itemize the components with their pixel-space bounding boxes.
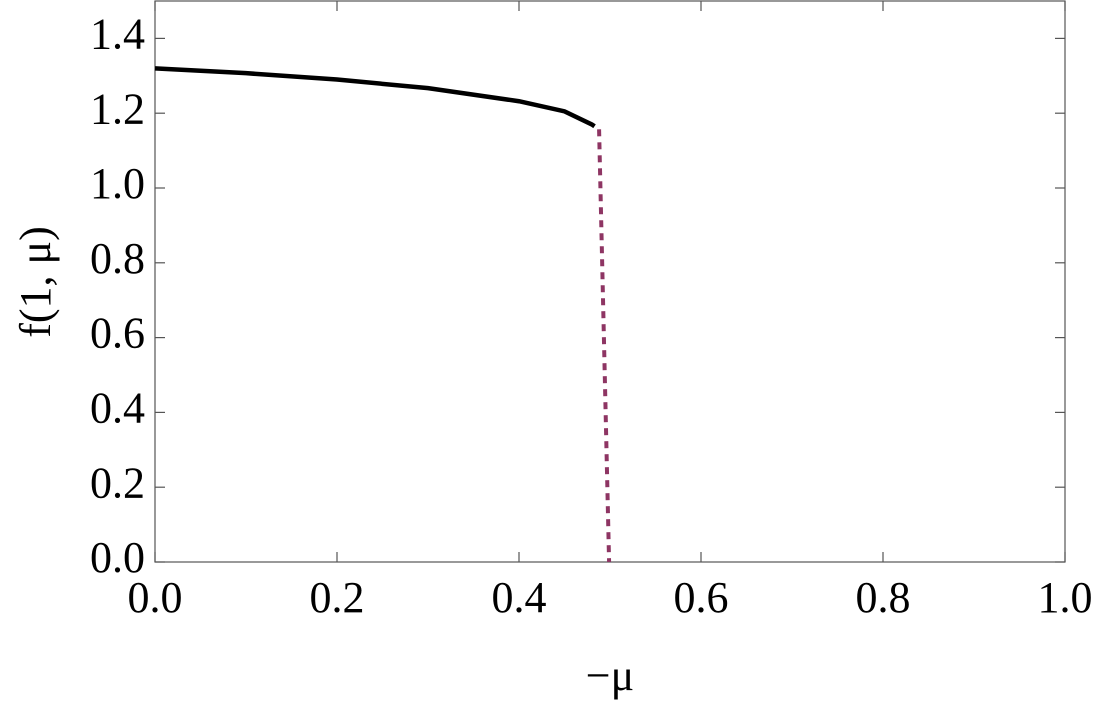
x-tick-label: 0.6 xyxy=(674,573,729,622)
line xyxy=(154,66,596,129)
line xyxy=(597,129,612,563)
x-tick-label: 1.0 xyxy=(1038,573,1093,622)
plot-frame xyxy=(154,0,1066,563)
y-tick-label: 1.4 xyxy=(90,9,145,58)
x-axis-label: −μ xyxy=(586,651,634,700)
y-tick-label: 1.0 xyxy=(90,159,145,208)
y-tick-label: 0.0 xyxy=(90,533,145,582)
y-axis-label: f(1, μ) xyxy=(11,226,60,338)
y-tick-label: 1.2 xyxy=(90,84,145,133)
y-tick-label: 0.6 xyxy=(90,309,145,358)
x-tick-label: 0.2 xyxy=(310,573,365,622)
x-tick-label: 0.4 xyxy=(492,573,547,622)
y-tick-label: 0.8 xyxy=(90,234,145,283)
x-tick-label: 0.8 xyxy=(856,573,911,622)
x-tick-label: 0.0 xyxy=(128,573,183,622)
y-tick-label: 0.4 xyxy=(90,383,145,432)
y-tick-label: 0.2 xyxy=(90,458,145,507)
